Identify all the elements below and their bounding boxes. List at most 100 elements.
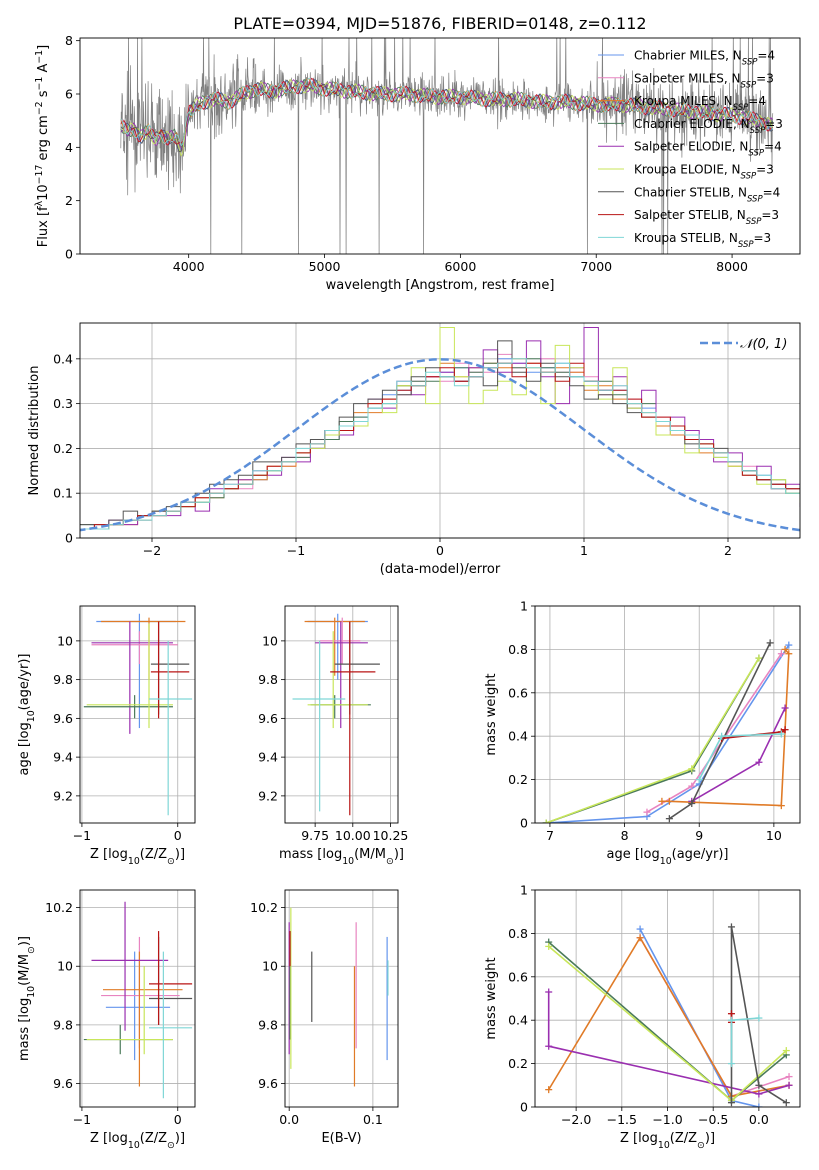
x-tick-label: 5000 (309, 259, 341, 274)
y-tick-label: 9.8 (258, 672, 278, 687)
legend-entry: Chabrier STELIB, NSSP=4 (634, 185, 780, 204)
y-tick-label: 10 (57, 959, 73, 974)
y-tick-label: 9.4 (258, 750, 278, 765)
histogram-step (80, 353, 800, 530)
panel-mass-vs-Z: −1 0 9.6 9.8 10 10.2 Z [log10(Z/Z⊙)] mass [log1… (17, 889, 196, 1151)
histogram-step (80, 327, 800, 530)
y-tick-label: 0 (520, 1100, 528, 1115)
x-axis-label: wavelength [Angstrom, rest frame] (326, 278, 555, 293)
x-axis-label: age [log10(age/yr)] (607, 847, 729, 867)
legend-entry: Chabrier ELODIE, NSSP=3 (634, 117, 783, 136)
x-tick-label: −2 (143, 543, 161, 558)
y-tick-label: 0.4 (53, 351, 73, 366)
y-tick-label: 6 (65, 87, 73, 102)
plot-area (120, 38, 774, 254)
y-tick-label: 0 (65, 247, 73, 262)
y-tick-label: 0 (65, 531, 73, 546)
y-tick-label: 9.6 (258, 711, 278, 726)
panel-mass-weight-vs-age: 7 8 9 10 0 0.2 0.4 0.6 0.8 1 age [log10(age/yr)] ma… (484, 599, 801, 867)
x-tick-label: −1 (73, 828, 91, 843)
spectrum-model-line (120, 78, 774, 157)
legend-entry: Salpeter MILES, NSSP=3 (634, 71, 774, 90)
x-tick-label: 1 (580, 543, 588, 558)
x-tick-label: 9 (695, 828, 703, 843)
spectrum-model-line (120, 78, 773, 146)
plot-area (288, 907, 389, 1087)
spectrum-model-line (120, 78, 774, 147)
y-tick-label: 0.2 (508, 772, 528, 787)
y-axis-label: Normed distribution (27, 366, 42, 496)
x-axis-label: Z [log10(Z/Z⊙)] (90, 1131, 185, 1151)
y-tick-label: 1 (520, 599, 528, 614)
y-tick-label: 9.6 (53, 711, 73, 726)
panel-histogram: −2 −1 0 1 2 0 0.1 0.2 0.3 0.4 (data-model)/error No… (27, 322, 801, 577)
y-tick-label: 10 (262, 959, 278, 974)
y-tick-label: 0.4 (508, 729, 528, 744)
x-axis-label: Z [log10(Z/Z⊙)] (90, 847, 185, 867)
y-tick-label: 9.2 (258, 788, 278, 803)
x-tick-label: −1.5 (607, 1112, 637, 1127)
x-tick-label: 0 (174, 828, 182, 843)
plot-area (80, 327, 800, 532)
normal-curve (80, 358, 800, 532)
axes-frame (79, 889, 196, 1108)
plot-area (83, 901, 193, 1099)
mass-weight-line (730, 1017, 759, 1064)
y-tick-label: 0.4 (508, 1013, 528, 1028)
y-tick-label: 4 (65, 140, 73, 155)
x-tick-label: −1 (73, 1112, 91, 1127)
legend-entry: 𝒩(0, 1) (740, 337, 787, 352)
x-axis-label: mass [log10(M/M⊙)] (279, 847, 404, 867)
y-tick-label: 0.6 (508, 969, 528, 984)
y-tick-label: 2 (65, 193, 73, 208)
mass-weight-line (547, 992, 790, 1095)
plot-area (292, 613, 380, 816)
legend-entry: Kroupa MILES, NSSP=4 (634, 94, 766, 113)
x-tick-label: 0 (174, 1112, 182, 1127)
panel-mass-weight-vs-Z: −2.0 −1.5 −1.0 −0.5 0.0 0 0.2 0.4 0.6 0.8 1 Z [log1… (484, 883, 801, 1151)
y-axis-label: Flux [fλ10−17 erg cm−2 s−1 A−1] (34, 45, 52, 247)
y-tick-label: 0.8 (508, 926, 528, 941)
plot-area (542, 639, 793, 823)
axes-frame (284, 889, 399, 1108)
axes-frame (79, 37, 801, 255)
y-tick-label: 10.2 (45, 900, 73, 915)
y-tick-label: 10 (262, 633, 278, 648)
histogram-step (80, 340, 800, 526)
x-tick-label: 10.00 (335, 828, 371, 843)
legend-entry: Salpeter STELIB, NSSP=3 (634, 208, 779, 227)
x-tick-label: 8000 (716, 259, 748, 274)
x-tick-label: 7 (546, 828, 554, 843)
x-tick-label: 0.0 (279, 1112, 299, 1127)
legend-entry: Chabrier MILES, NSSP=4 (634, 49, 775, 68)
x-axis-label: (data-model)/error (380, 562, 501, 577)
panel-spectrum: 4000 5000 6000 7000 8000 0 2 4 6 8 wavelength [Ang… (34, 33, 801, 293)
y-tick-label: 0.6 (508, 685, 528, 700)
x-tick-label: −1.0 (652, 1112, 682, 1127)
figure-title: PLATE=0394, MJD=51876, FIBERID=0148, z=0… (233, 14, 646, 33)
x-tick-label: 8 (621, 828, 629, 843)
spectrum-model-line (120, 79, 774, 153)
y-tick-label: 0.2 (53, 441, 73, 456)
axes-frame (79, 605, 196, 824)
spectrum-model-line (120, 78, 774, 151)
y-tick-label: 0.3 (53, 396, 73, 411)
x-tick-label: 0.1 (363, 1112, 383, 1127)
x-tick-label: −2.0 (561, 1112, 591, 1127)
y-tick-label: 0.1 (53, 486, 73, 501)
y-tick-label: 8 (65, 33, 73, 48)
y-axis-label: mass weight (484, 673, 499, 755)
legend-entry: Kroupa STELIB, NSSP=3 (634, 231, 771, 250)
histogram-step (80, 362, 800, 530)
y-axis-label: age [log10(age/yr)] (17, 654, 37, 776)
mass-weight-line (546, 644, 790, 823)
axes-frame (534, 605, 801, 824)
axes-frame (284, 605, 399, 824)
x-tick-label: 10.25 (373, 828, 409, 843)
y-tick-label: 0.8 (508, 642, 528, 657)
mass-weight-line (548, 936, 790, 1098)
x-tick-label: 4000 (173, 259, 205, 274)
x-tick-label: −1 (287, 543, 305, 558)
histogram-step (80, 358, 800, 530)
y-tick-label: 9.6 (53, 1076, 73, 1091)
